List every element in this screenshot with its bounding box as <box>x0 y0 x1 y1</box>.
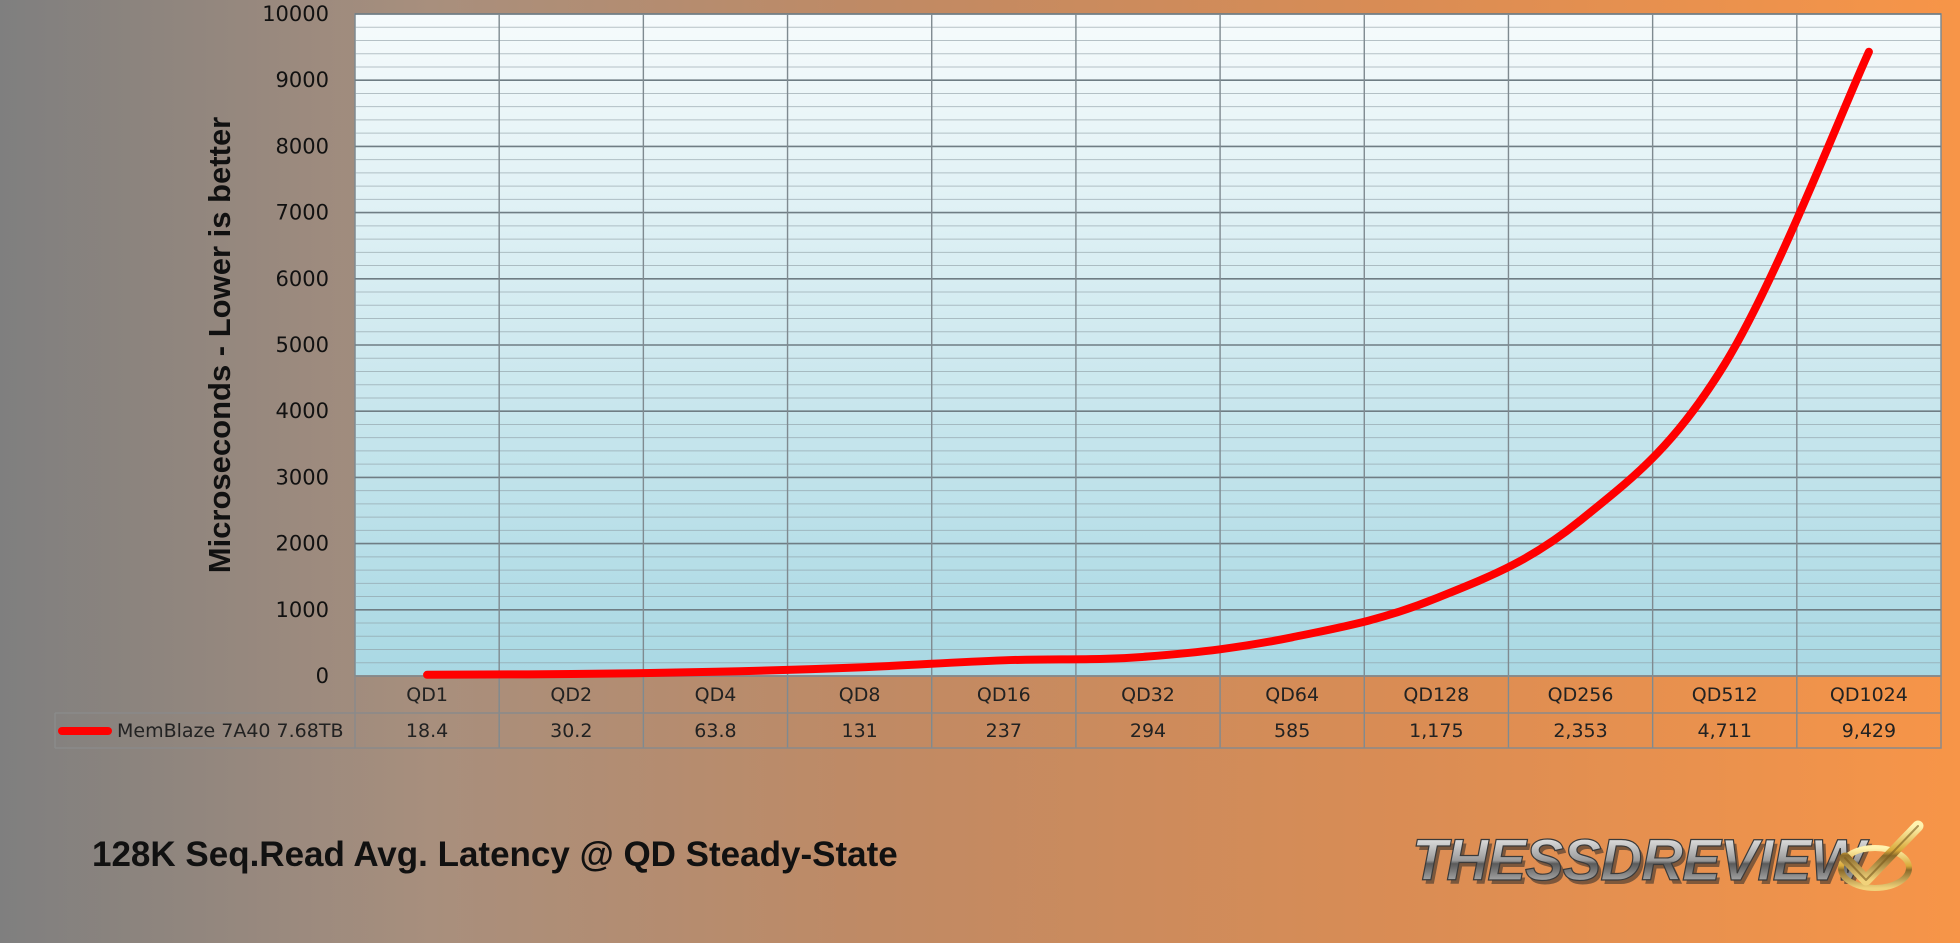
data-point <box>1721 361 1728 368</box>
data-table-value: 9,429 <box>1842 720 1896 742</box>
y-tick-label: 3000 <box>276 465 329 489</box>
y-tick-label: 7000 <box>276 201 329 225</box>
data-point <box>568 671 575 678</box>
y-axis-ticks: 0 1000 2000 3000 4000 5000 6000 7000 8000 9000 100… <box>262 2 329 688</box>
data-table-value: 237 <box>986 720 1022 742</box>
data-table-value: 63.8 <box>694 720 736 742</box>
y-tick-label: 0 <box>316 664 329 688</box>
data-table-value: 4,711 <box>1698 720 1752 742</box>
x-category-label: QD128 <box>1403 684 1469 706</box>
x-category-label: QD1 <box>406 684 448 706</box>
data-point <box>1289 634 1296 641</box>
y-axis-label: Microseconds - Lower is better <box>202 117 237 574</box>
logo-wordmark: THESSDREVIEW <box>1412 828 1869 893</box>
data-table-value: 294 <box>1130 720 1166 742</box>
brand-logo: THESSDREVIEW THESSDREVIEW <box>1411 820 1924 897</box>
data-table-value: 585 <box>1274 720 1310 742</box>
y-tick-label: 5000 <box>276 333 329 357</box>
x-category-label: QD64 <box>1265 684 1319 706</box>
x-category-label: QD4 <box>695 684 737 706</box>
x-category-label: QD256 <box>1548 684 1614 706</box>
data-point <box>712 668 719 675</box>
x-category-label: QD32 <box>1121 684 1175 706</box>
data-point <box>1433 595 1440 602</box>
data-point <box>1000 657 1007 664</box>
series-layer <box>423 47 1873 679</box>
y-tick-label: 9000 <box>276 68 329 92</box>
data-point <box>1145 653 1151 660</box>
data-table-value: 18.4 <box>406 720 448 742</box>
data-table-background <box>354 675 1942 749</box>
data-table-value: 131 <box>842 720 878 742</box>
x-category-label: QD2 <box>550 684 592 706</box>
data-point <box>1865 48 1872 55</box>
y-tick-label: 6000 <box>276 267 329 291</box>
series-line <box>423 47 1873 679</box>
chart-title: 128K Seq.Read Avg. Latency @ QD Steady-S… <box>92 835 898 874</box>
y-tick-label: 4000 <box>276 399 329 423</box>
x-category-label: QD8 <box>839 684 881 706</box>
checkmark-icon <box>1838 820 1924 891</box>
svg-text:THESSDREVIEW: THESSDREVIEW <box>1415 832 1872 897</box>
data-point <box>424 671 431 678</box>
y-tick-label: 8000 <box>276 134 329 158</box>
y-tick-label: 2000 <box>276 532 329 556</box>
y-tick-label: 1000 <box>276 598 329 622</box>
data-table-value: 1,175 <box>1409 720 1463 742</box>
x-category-label: QD512 <box>1692 684 1758 706</box>
minor-gridlines <box>355 26 1941 664</box>
data-point <box>856 664 863 671</box>
x-category-label: QD16 <box>977 684 1031 706</box>
y-tick-label: 10000 <box>262 2 329 26</box>
data-table-value: 30.2 <box>550 720 592 742</box>
legend-label: MemBlaze 7A40 7.68TB <box>117 720 344 742</box>
data-point <box>1577 517 1584 524</box>
data-table-value: 2,353 <box>1553 720 1607 742</box>
vertical-gridlines <box>498 14 1798 748</box>
x-category-label: QD1024 <box>1830 684 1908 706</box>
data-table: QD1 18.4 QD2 30.2 QD4 63.8 QD8 131 QD16 237 QD32 29… <box>54 675 1942 749</box>
